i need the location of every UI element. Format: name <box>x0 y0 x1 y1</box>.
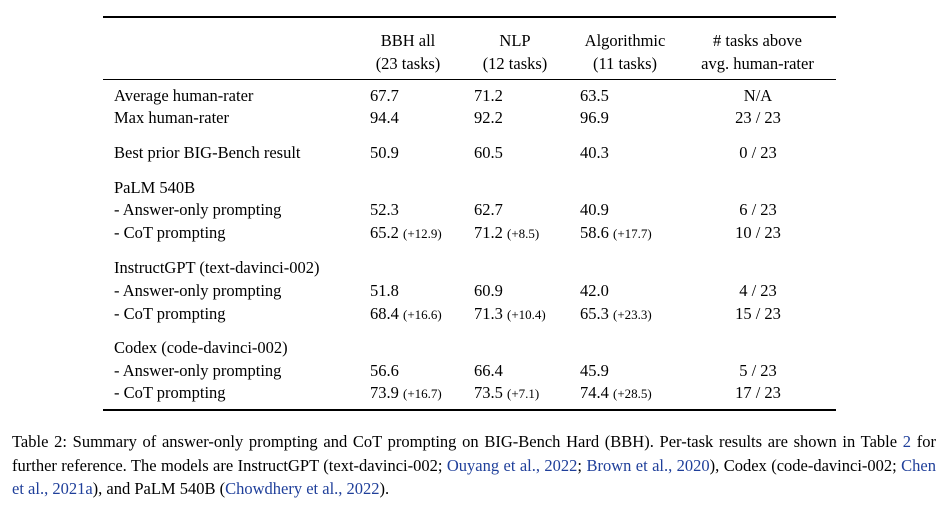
delta: (+7.1) <box>507 386 540 401</box>
cell-nlp: 92.2 <box>474 108 503 127</box>
header-algorithmic: Algorithmic (11 tasks) <box>565 29 685 75</box>
value: 68.4 <box>370 304 399 323</box>
header-line: (12 tasks) <box>482 54 548 73</box>
delta: (+17.7) <box>613 226 652 241</box>
cell-above: 23 / 23 <box>735 108 781 127</box>
delta: (+16.6) <box>403 307 442 322</box>
row-label: Best prior BIG-Bench result <box>114 143 301 162</box>
cell-nlp: 71.2 <box>474 86 503 105</box>
caption-text: for further reference. The models are In… <box>12 432 936 475</box>
cell-alg: 96.9 <box>580 108 609 127</box>
cell-bbh: 73.9 (+16.7) <box>370 383 442 404</box>
value: 58.6 <box>580 223 609 242</box>
value: 71.3 <box>474 304 503 323</box>
table-bottom-rule <box>103 409 836 411</box>
cell-alg: 74.4 (+28.5) <box>580 383 652 404</box>
header-line: (23 tasks) <box>375 54 441 73</box>
cell-alg: 58.6 (+17.7) <box>580 223 652 244</box>
cell-nlp: 73.5 (+7.1) <box>474 383 539 404</box>
cell-above: 6 / 23 <box>739 200 777 219</box>
cell-bbh: 51.8 <box>370 281 399 300</box>
cell-bbh: 52.3 <box>370 200 399 219</box>
cell-bbh: 56.6 <box>370 361 399 380</box>
delta: (+12.9) <box>403 226 442 241</box>
cell-alg: 42.0 <box>580 281 609 300</box>
cell-above: 15 / 23 <box>735 304 781 323</box>
header-line: Algorithmic <box>584 31 666 50</box>
row-label: - CoT prompting <box>114 383 226 402</box>
cell-nlp: 71.3 (+10.4) <box>474 304 546 325</box>
value: 73.9 <box>370 383 399 402</box>
caption-text: ), Codex (code-davinci-002; <box>709 455 902 475</box>
row-label: - Answer-only prompting <box>114 361 282 380</box>
header-line: # tasks above <box>713 31 802 50</box>
cell-bbh: 65.2 (+12.9) <box>370 223 442 244</box>
cell-bbh: 67.7 <box>370 86 399 105</box>
caption-text: ; <box>577 455 587 475</box>
cell-bbh: 50.9 <box>370 143 399 162</box>
cell-above: 4 / 23 <box>739 281 777 300</box>
group-label: Codex (code-davinci-002) <box>114 338 288 357</box>
cell-nlp: 71.2 (+8.5) <box>474 223 539 244</box>
delta: (+16.7) <box>403 386 442 401</box>
cell-above: 10 / 23 <box>735 223 781 242</box>
cell-alg: 45.9 <box>580 361 609 380</box>
header-nlp: NLP (12 tasks) <box>455 29 575 75</box>
cell-bbh: 94.4 <box>370 108 399 127</box>
group-label: InstructGPT (text-davinci-002) <box>114 258 320 277</box>
table-top-rule <box>103 16 836 18</box>
value: 74.4 <box>580 383 609 402</box>
caption-text: ). <box>379 479 390 498</box>
cell-above: 17 / 23 <box>735 383 781 402</box>
value: 73.5 <box>474 383 503 402</box>
row-label: - CoT prompting <box>114 223 226 242</box>
citation-link[interactable]: Brown et al., 2020 <box>586 455 710 475</box>
cell-nlp: 60.5 <box>474 143 503 162</box>
row-label: - CoT prompting <box>114 304 226 323</box>
row-label: Average human-rater <box>114 86 254 105</box>
table-ref-link[interactable]: 2 <box>902 432 912 451</box>
header-bbh: BBH all (23 tasks) <box>348 29 468 75</box>
cell-above: 0 / 23 <box>739 143 777 162</box>
header-line: (11 tasks) <box>592 54 657 73</box>
citation-link[interactable]: Chowdhery et al., 2022 <box>225 479 380 498</box>
row-label: - Answer-only prompting <box>114 281 282 300</box>
row-label: Max human-rater <box>114 108 229 127</box>
cell-alg: 40.9 <box>580 200 609 219</box>
cell-nlp: 62.7 <box>474 200 503 219</box>
citation-link[interactable]: Chen et al., 2021a <box>12 455 936 499</box>
header-line: NLP <box>499 31 531 50</box>
value: 65.2 <box>370 223 399 242</box>
table-caption: Table 2: Summary of answer-only promptin… <box>12 430 936 501</box>
row-label: - Answer-only prompting <box>114 200 282 219</box>
cell-bbh: 68.4 (+16.6) <box>370 304 442 325</box>
header-line: BBH all <box>380 31 436 50</box>
value: 71.2 <box>474 223 503 242</box>
cell-alg: 65.3 (+23.3) <box>580 304 652 325</box>
cell-alg: 63.5 <box>580 86 609 105</box>
caption-text: ), and PaLM 540B ( <box>92 479 226 498</box>
header-tasks-above: # tasks above avg. human-rater <box>680 29 835 75</box>
table-header-rule <box>103 79 836 80</box>
cell-above: 5 / 23 <box>739 361 777 380</box>
cell-nlp: 60.9 <box>474 281 503 300</box>
cell-nlp: 66.4 <box>474 361 503 380</box>
cell-alg: 40.3 <box>580 143 609 162</box>
delta: (+10.4) <box>507 307 546 322</box>
delta: (+23.3) <box>613 307 652 322</box>
caption-text: Table 2: Summary of answer-only promptin… <box>12 432 903 451</box>
group-label: PaLM 540B <box>114 178 196 197</box>
delta: (+28.5) <box>613 386 652 401</box>
citation-link[interactable]: Ouyang et al., 2022 <box>446 455 578 475</box>
value: 65.3 <box>580 304 609 323</box>
header-line: avg. human-rater <box>701 54 814 73</box>
delta: (+8.5) <box>507 226 540 241</box>
cell-above: N/A <box>743 86 773 105</box>
